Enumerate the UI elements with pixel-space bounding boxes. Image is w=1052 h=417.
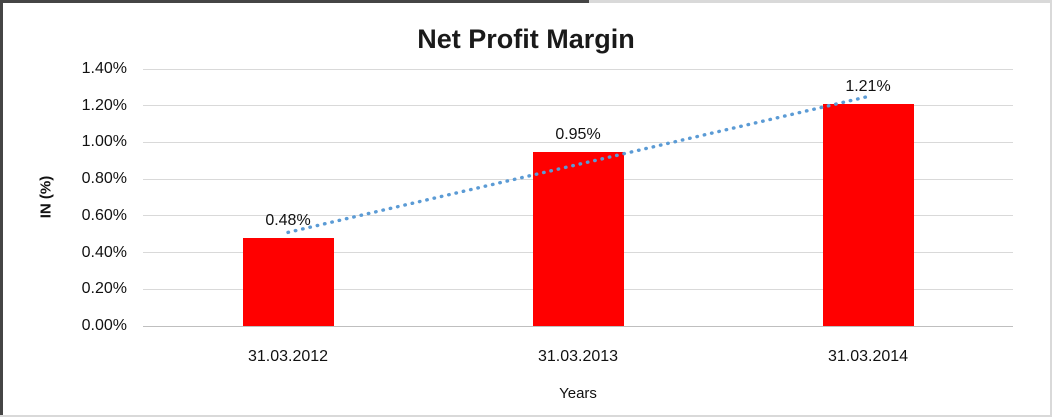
frame-border-bottom xyxy=(0,415,1052,417)
y-tick-label: 1.20% xyxy=(81,96,127,114)
bar xyxy=(532,151,624,326)
bar xyxy=(822,103,914,326)
plot-area: 0.48% 0.95% 1.21% xyxy=(143,68,1013,327)
y-tick-label: 0.80% xyxy=(81,170,127,188)
data-label: 0.95% xyxy=(555,125,601,143)
frame-border-top xyxy=(0,0,590,3)
x-tick-label: 31.03.2012 xyxy=(247,348,329,365)
gridline xyxy=(143,141,1013,143)
x-tick-label: 31.03.2014 xyxy=(827,348,909,365)
frame-border-left xyxy=(0,0,3,417)
y-tick-label: 0.40% xyxy=(81,243,127,261)
y-tick-label: 0.00% xyxy=(81,317,127,334)
y-tick-label: 1.00% xyxy=(81,133,127,151)
y-tick-label: 1.40% xyxy=(81,60,127,77)
x-axis-line xyxy=(143,325,1013,327)
frame-border-right xyxy=(1050,0,1052,417)
chart-title: Net Profit Margin xyxy=(417,24,635,54)
x-tick-label: 31.03.2013 xyxy=(537,348,619,365)
gridline xyxy=(143,105,1013,107)
gridline xyxy=(143,68,1013,70)
x-axis-title: Years xyxy=(559,385,597,402)
data-label: 1.21% xyxy=(845,77,891,95)
data-label: 0.48% xyxy=(265,211,311,229)
y-tick-label: 0.20% xyxy=(81,280,127,298)
trendline xyxy=(286,94,870,235)
bar xyxy=(242,237,334,326)
y-tick-label: 0.60% xyxy=(81,206,127,224)
frame-border-top-right xyxy=(589,0,1052,3)
